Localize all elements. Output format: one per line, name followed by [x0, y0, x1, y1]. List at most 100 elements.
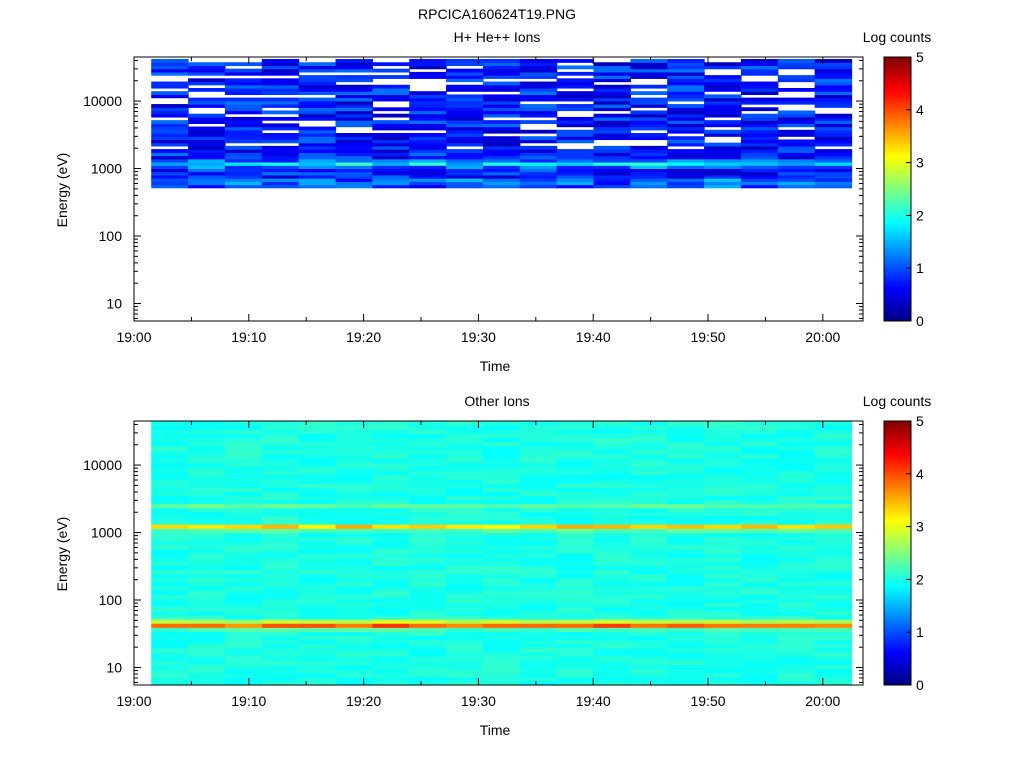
- heatmap-cell: [556, 84, 595, 89]
- colorbar-segment: [884, 104, 911, 108]
- heatmap-cell: [298, 110, 337, 115]
- heatmap-cell: [519, 113, 558, 118]
- heatmap-cell: [556, 158, 595, 163]
- heatmap-cell: [372, 672, 410, 678]
- colorbar-segment: [884, 655, 911, 660]
- heatmap-cell: [740, 668, 779, 674]
- heatmap-cell: [372, 68, 410, 73]
- heatmap-cell: [151, 178, 189, 182]
- heatmap-cell: [556, 97, 595, 102]
- heatmap-cell: [298, 168, 337, 173]
- heatmap-cell: [556, 565, 595, 571]
- heatmap-cell: [593, 544, 631, 550]
- heatmap-cell: [667, 87, 705, 92]
- heatmap-cell: [482, 664, 521, 670]
- heatmap-cell: [704, 643, 742, 649]
- colorbar-segment: [884, 523, 911, 528]
- heatmap-cell: [298, 528, 337, 533]
- heatmap-cell: [704, 168, 742, 173]
- heatmap-cell: [704, 97, 742, 102]
- heatmap-cell: [630, 136, 668, 141]
- heatmap-cell: [630, 421, 668, 426]
- heatmap-cell: [593, 133, 631, 137]
- heatmap-cell: [814, 155, 853, 160]
- heatmap-cell: [519, 75, 558, 79]
- heatmap-cell: [593, 478, 631, 484]
- heatmap-cell: [151, 449, 189, 455]
- heatmap-cell: [556, 540, 595, 546]
- heatmap-cell: [777, 437, 816, 443]
- heatmap-cell: [777, 441, 816, 447]
- heatmap-cell: [372, 142, 410, 147]
- heatmap-cell: [151, 161, 189, 166]
- heatmap-cell: [704, 528, 742, 533]
- heatmap-cell: [630, 635, 668, 641]
- heatmap-cell: [519, 110, 558, 115]
- colorbar-segment: [884, 249, 911, 253]
- heatmap-cell: [593, 639, 631, 645]
- heatmap-cell: [188, 466, 226, 472]
- heatmap-cell: [667, 168, 705, 173]
- heatmap-cell: [777, 557, 816, 562]
- heatmap-cell: [777, 499, 816, 505]
- heatmap-cell: [777, 458, 816, 463]
- heatmap-cell: [814, 557, 853, 562]
- heatmap-cell: [261, 561, 300, 566]
- heatmap-cell: [556, 668, 595, 674]
- heatmap-cell: [446, 97, 484, 102]
- heatmap-cell: [740, 503, 779, 509]
- heatmap-cell: [593, 586, 631, 591]
- heatmap-cell: [335, 136, 373, 141]
- heatmap-cell: [556, 586, 595, 591]
- heatmap-cell: [151, 152, 189, 157]
- heatmap-cell: [409, 511, 447, 517]
- heatmap-cell: [593, 619, 631, 624]
- heatmap-cell: [704, 598, 742, 604]
- heatmap-cell: [593, 168, 631, 173]
- heatmap-cell: [409, 544, 447, 550]
- heatmap-cell: [482, 59, 521, 63]
- heatmap-cell: [261, 445, 300, 451]
- heatmap-cell: [740, 421, 779, 426]
- heatmap-cell: [704, 474, 742, 480]
- heatmap-cell: [814, 495, 853, 500]
- heatmap-cell: [556, 168, 595, 173]
- colorbar-segment: [884, 170, 911, 174]
- heatmap-cell: [446, 174, 484, 179]
- heatmap-cell: [335, 65, 373, 70]
- heatmap-cell: [667, 610, 705, 616]
- heatmap-cell: [446, 462, 484, 467]
- heatmap-cell: [519, 619, 558, 624]
- colorbar-segment: [884, 239, 911, 243]
- heatmap-cell: [224, 178, 263, 182]
- heatmap-cell: [298, 184, 337, 189]
- heatmap-cell: [224, 104, 263, 108]
- heatmap-cell: [556, 532, 595, 538]
- heatmap-cell: [261, 528, 300, 533]
- heatmap-cell: [740, 87, 779, 92]
- heatmap-cell: [519, 458, 558, 463]
- heatmap-cell: [777, 660, 816, 665]
- heatmap-cell: [740, 174, 779, 179]
- heatmap-cell: [482, 178, 521, 182]
- heatmap-cell: [667, 577, 705, 583]
- heatmap-cell: [409, 606, 447, 612]
- heatmap-cell: [261, 161, 300, 166]
- heatmap-cell: [814, 619, 853, 624]
- colorbar-segment: [884, 542, 911, 546]
- heatmap-cell: [446, 59, 484, 63]
- heatmap-cell: [519, 491, 558, 496]
- heatmap-cell: [261, 429, 300, 434]
- colorbar-tick-label: 1: [916, 260, 924, 276]
- heatmap-cell: [519, 652, 558, 657]
- heatmap-cell: [335, 445, 373, 451]
- heatmap-cell: [372, 548, 410, 554]
- heatmap-cell: [593, 437, 631, 443]
- heatmap-cell: [372, 449, 410, 455]
- heatmap-cell: [630, 553, 668, 558]
- heatmap-cell: [335, 62, 373, 67]
- heatmap-cell: [593, 487, 631, 492]
- heatmap-cell: [409, 149, 447, 153]
- heatmap-cell: [630, 528, 668, 533]
- heatmap-cell: [188, 100, 226, 105]
